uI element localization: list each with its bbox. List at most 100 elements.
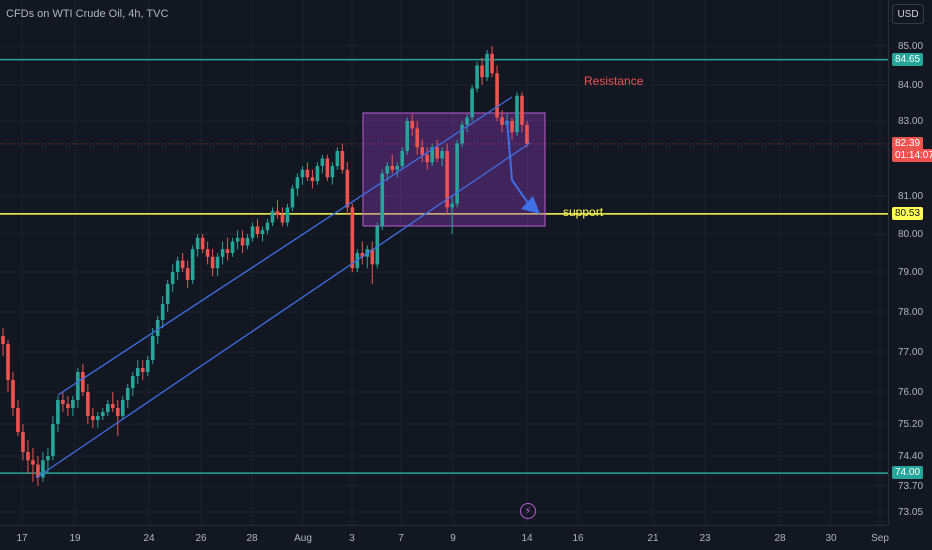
candle-body [280, 215, 285, 223]
candle-body [465, 117, 469, 125]
price-tag-last: 82.39 [892, 136, 924, 150]
time-tick-label: 21 [647, 533, 659, 544]
price-tick-label: 78.00 [898, 307, 923, 318]
candle-body [515, 95, 519, 133]
candle-body [440, 151, 444, 159]
candle-body [215, 256, 220, 269]
currency-button[interactable]: USD [892, 4, 924, 24]
time-tick-label: 19 [69, 533, 81, 544]
candle-body [420, 147, 424, 155]
candle-body [200, 237, 205, 250]
candle-body [106, 404, 110, 412]
chart-title: CFDs on WTI Crude Oil, 4h, TVC [6, 8, 169, 20]
candle-body [81, 372, 85, 392]
price-tick-label: 81.00 [898, 191, 923, 202]
time-tick-label: Aug [294, 533, 312, 544]
trend-channel [35, 96, 531, 479]
candle-body [110, 404, 115, 408]
channel-upper-line [57, 96, 513, 396]
support-annotation: support [563, 205, 604, 219]
candle-body [240, 237, 245, 246]
candle-body [11, 380, 15, 408]
time-tick-label: 17 [16, 533, 28, 544]
annotations: Resistance support [563, 74, 644, 219]
candle-body [120, 400, 125, 416]
time-tick-label: 23 [699, 533, 711, 544]
candle-body [250, 226, 255, 238]
time-axis-ticks: 17 19 24 26 28 Aug 3 7 9 14 16 21 23 28 30 Sep [16, 533, 889, 544]
candle-body [41, 460, 45, 478]
candle-series [1, 46, 529, 486]
forecast-arrow [506, 119, 540, 214]
price-tick-label: 83.00 [898, 116, 923, 127]
candle-body [195, 237, 200, 250]
candle-body [380, 173, 385, 227]
price-tick-label: 77.00 [898, 347, 923, 358]
candle-body [235, 237, 240, 242]
candle-body [255, 226, 260, 234]
time-tick-label: 16 [572, 533, 584, 544]
candle-body [31, 460, 35, 465]
candle-body [495, 73, 499, 118]
candle-body [290, 188, 295, 208]
candle-body [270, 211, 275, 223]
candle-body [360, 253, 365, 257]
candle-body [36, 464, 40, 478]
candle-body [1, 336, 5, 344]
candle-body [26, 452, 30, 461]
candle-body [510, 121, 514, 133]
time-axis-separator [0, 525, 888, 526]
price-tag-support: 80.53 [892, 206, 924, 220]
candle-body [56, 400, 60, 424]
price-axis-separator [888, 0, 889, 525]
forecast-arrow-path [506, 119, 531, 207]
time-tick-label: 9 [450, 533, 456, 544]
candle-body [46, 456, 50, 461]
time-tick-label: 24 [143, 533, 155, 544]
candle-body [330, 166, 335, 178]
candle-body [450, 203, 454, 208]
candle-body [76, 372, 80, 400]
candle-body [205, 249, 210, 257]
candle-body [285, 207, 290, 223]
candle-body [225, 249, 230, 253]
candle-body [385, 166, 390, 174]
candle-body [101, 412, 105, 416]
time-tick-label: 28 [774, 533, 786, 544]
candle-body [125, 388, 130, 400]
lightning-icon[interactable]: ⚡ [520, 503, 536, 519]
candle-body [230, 241, 235, 253]
candle-body [135, 368, 140, 376]
price-axis-ticks: 85.00 84.00 83.00 81.00 80.00 79.00 78.00 77.00… [898, 41, 923, 518]
candle-body [71, 400, 75, 408]
candle-body [415, 128, 420, 148]
time-tick-label: 14 [521, 533, 533, 544]
candle-body [455, 143, 459, 204]
candle-body [490, 53, 494, 74]
candle-body [305, 169, 310, 178]
candle-body [155, 320, 160, 336]
candle-body [325, 158, 330, 178]
candle-body [210, 256, 215, 269]
candle-body [435, 147, 439, 159]
candle-body [175, 260, 180, 272]
price-tick-label: 74.40 [898, 451, 923, 462]
candle-body [445, 151, 449, 208]
price-tag-level: 74.00 [892, 466, 924, 480]
price-tick-label: 73.05 [898, 507, 923, 518]
channel-lower-line [35, 142, 531, 479]
resistance-annotation: Resistance [584, 74, 644, 88]
candle-body [470, 88, 474, 118]
candle-body [475, 65, 479, 89]
candle-body [395, 166, 400, 170]
candle-body [185, 268, 190, 280]
candle-body [335, 151, 340, 166]
candle-body [21, 432, 25, 452]
price-tick-label: 73.70 [898, 481, 923, 492]
candle-body [485, 53, 489, 78]
candle-body [16, 408, 20, 432]
candle-body [390, 166, 395, 170]
candle-body [150, 336, 155, 360]
candle-body [265, 222, 270, 231]
